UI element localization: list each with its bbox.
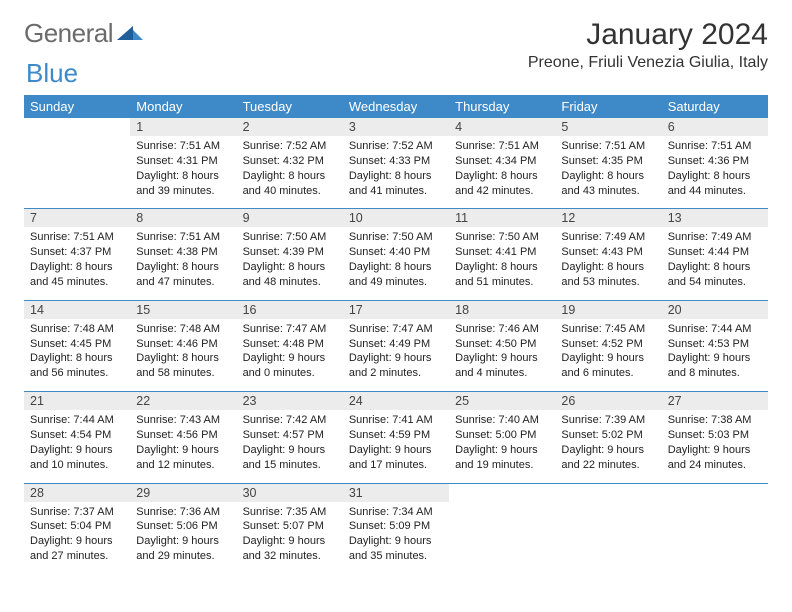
day-info-cell: Sunrise: 7:34 AMSunset: 5:09 PMDaylight:… [343, 502, 449, 574]
day-number-cell: 6 [662, 118, 768, 136]
day-info-row: Sunrise: 7:51 AMSunset: 4:37 PMDaylight:… [24, 227, 768, 300]
day-number-cell: 3 [343, 118, 449, 136]
day-number-cell: 28 [24, 483, 130, 502]
day-number-row: 21222324252627 [24, 392, 768, 411]
title-block: January 2024 Preone, Friuli Venezia Giul… [528, 18, 768, 72]
day-info-cell: Sunrise: 7:49 AMSunset: 4:43 PMDaylight:… [555, 227, 661, 300]
dow-header: Thursday [449, 95, 555, 118]
day-number-cell: 12 [555, 209, 661, 228]
day-number-cell [555, 483, 661, 502]
dow-header: Friday [555, 95, 661, 118]
day-info-cell: Sunrise: 7:42 AMSunset: 4:57 PMDaylight:… [237, 410, 343, 483]
day-info-cell [662, 502, 768, 574]
logo-text-1: General [24, 18, 113, 49]
day-info-cell [555, 502, 661, 574]
logo-mark-icon [117, 18, 143, 49]
day-number-row: 28293031 [24, 483, 768, 502]
dow-header: Saturday [662, 95, 768, 118]
day-number-cell: 31 [343, 483, 449, 502]
day-info-cell: Sunrise: 7:47 AMSunset: 4:49 PMDaylight:… [343, 319, 449, 392]
day-number-cell: 14 [24, 300, 130, 319]
day-number-cell: 18 [449, 300, 555, 319]
day-info-row: Sunrise: 7:37 AMSunset: 5:04 PMDaylight:… [24, 502, 768, 574]
day-info-cell [449, 502, 555, 574]
day-info-cell: Sunrise: 7:39 AMSunset: 5:02 PMDaylight:… [555, 410, 661, 483]
day-number-cell: 9 [237, 209, 343, 228]
day-info-cell: Sunrise: 7:44 AMSunset: 4:54 PMDaylight:… [24, 410, 130, 483]
day-number-cell [662, 483, 768, 502]
day-number-cell: 11 [449, 209, 555, 228]
day-number-cell: 8 [130, 209, 236, 228]
day-info-cell: Sunrise: 7:51 AMSunset: 4:37 PMDaylight:… [24, 227, 130, 300]
day-of-week-row: SundayMondayTuesdayWednesdayThursdayFrid… [24, 95, 768, 118]
day-info-cell: Sunrise: 7:46 AMSunset: 4:50 PMDaylight:… [449, 319, 555, 392]
dow-header: Monday [130, 95, 236, 118]
day-info-row: Sunrise: 7:51 AMSunset: 4:31 PMDaylight:… [24, 136, 768, 209]
day-info-cell: Sunrise: 7:51 AMSunset: 4:35 PMDaylight:… [555, 136, 661, 209]
day-info-cell: Sunrise: 7:48 AMSunset: 4:46 PMDaylight:… [130, 319, 236, 392]
day-number-cell: 30 [237, 483, 343, 502]
day-number-cell: 13 [662, 209, 768, 228]
month-title: January 2024 [528, 18, 768, 52]
day-number-cell: 16 [237, 300, 343, 319]
day-number-cell: 21 [24, 392, 130, 411]
day-number-cell: 4 [449, 118, 555, 136]
day-number-cell: 27 [662, 392, 768, 411]
day-info-cell: Sunrise: 7:37 AMSunset: 5:04 PMDaylight:… [24, 502, 130, 574]
day-number-row: 78910111213 [24, 209, 768, 228]
location: Preone, Friuli Venezia Giulia, Italy [528, 54, 768, 72]
logo: General [24, 18, 143, 49]
day-info-cell: Sunrise: 7:49 AMSunset: 4:44 PMDaylight:… [662, 227, 768, 300]
day-info-cell: Sunrise: 7:44 AMSunset: 4:53 PMDaylight:… [662, 319, 768, 392]
day-number-cell: 24 [343, 392, 449, 411]
day-number-cell: 22 [130, 392, 236, 411]
day-info-cell: Sunrise: 7:52 AMSunset: 4:33 PMDaylight:… [343, 136, 449, 209]
day-number-cell: 29 [130, 483, 236, 502]
day-number-cell: 26 [555, 392, 661, 411]
day-info-cell: Sunrise: 7:52 AMSunset: 4:32 PMDaylight:… [237, 136, 343, 209]
day-info-cell: Sunrise: 7:50 AMSunset: 4:39 PMDaylight:… [237, 227, 343, 300]
day-number-cell: 2 [237, 118, 343, 136]
day-number-cell [449, 483, 555, 502]
calendar-page: General January 2024 Preone, Friuli Vene… [0, 0, 792, 574]
dow-header: Tuesday [237, 95, 343, 118]
day-number-cell: 17 [343, 300, 449, 319]
day-number-row: 123456 [24, 118, 768, 136]
day-info-row: Sunrise: 7:44 AMSunset: 4:54 PMDaylight:… [24, 410, 768, 483]
day-info-cell: Sunrise: 7:50 AMSunset: 4:40 PMDaylight:… [343, 227, 449, 300]
day-number-row: 14151617181920 [24, 300, 768, 319]
day-number-cell: 19 [555, 300, 661, 319]
day-number-cell: 10 [343, 209, 449, 228]
calendar-table: SundayMondayTuesdayWednesdayThursdayFrid… [24, 95, 768, 574]
day-info-cell: Sunrise: 7:41 AMSunset: 4:59 PMDaylight:… [343, 410, 449, 483]
logo-text-2: Blue [26, 58, 78, 88]
day-info-row: Sunrise: 7:48 AMSunset: 4:45 PMDaylight:… [24, 319, 768, 392]
day-info-cell: Sunrise: 7:45 AMSunset: 4:52 PMDaylight:… [555, 319, 661, 392]
day-info-cell: Sunrise: 7:48 AMSunset: 4:45 PMDaylight:… [24, 319, 130, 392]
day-number-cell: 20 [662, 300, 768, 319]
day-info-cell: Sunrise: 7:50 AMSunset: 4:41 PMDaylight:… [449, 227, 555, 300]
day-info-cell: Sunrise: 7:36 AMSunset: 5:06 PMDaylight:… [130, 502, 236, 574]
dow-header: Sunday [24, 95, 130, 118]
day-info-cell: Sunrise: 7:43 AMSunset: 4:56 PMDaylight:… [130, 410, 236, 483]
day-info-cell: Sunrise: 7:47 AMSunset: 4:48 PMDaylight:… [237, 319, 343, 392]
day-info-cell: Sunrise: 7:51 AMSunset: 4:31 PMDaylight:… [130, 136, 236, 209]
day-number-cell: 5 [555, 118, 661, 136]
day-number-cell: 25 [449, 392, 555, 411]
day-info-cell: Sunrise: 7:35 AMSunset: 5:07 PMDaylight:… [237, 502, 343, 574]
dow-header: Wednesday [343, 95, 449, 118]
day-number-cell [24, 118, 130, 136]
day-info-cell [24, 136, 130, 209]
day-number-cell: 15 [130, 300, 236, 319]
day-number-cell: 7 [24, 209, 130, 228]
day-number-cell: 23 [237, 392, 343, 411]
day-info-cell: Sunrise: 7:51 AMSunset: 4:34 PMDaylight:… [449, 136, 555, 209]
day-info-cell: Sunrise: 7:38 AMSunset: 5:03 PMDaylight:… [662, 410, 768, 483]
day-number-cell: 1 [130, 118, 236, 136]
day-info-cell: Sunrise: 7:51 AMSunset: 4:36 PMDaylight:… [662, 136, 768, 209]
day-info-cell: Sunrise: 7:51 AMSunset: 4:38 PMDaylight:… [130, 227, 236, 300]
day-info-cell: Sunrise: 7:40 AMSunset: 5:00 PMDaylight:… [449, 410, 555, 483]
